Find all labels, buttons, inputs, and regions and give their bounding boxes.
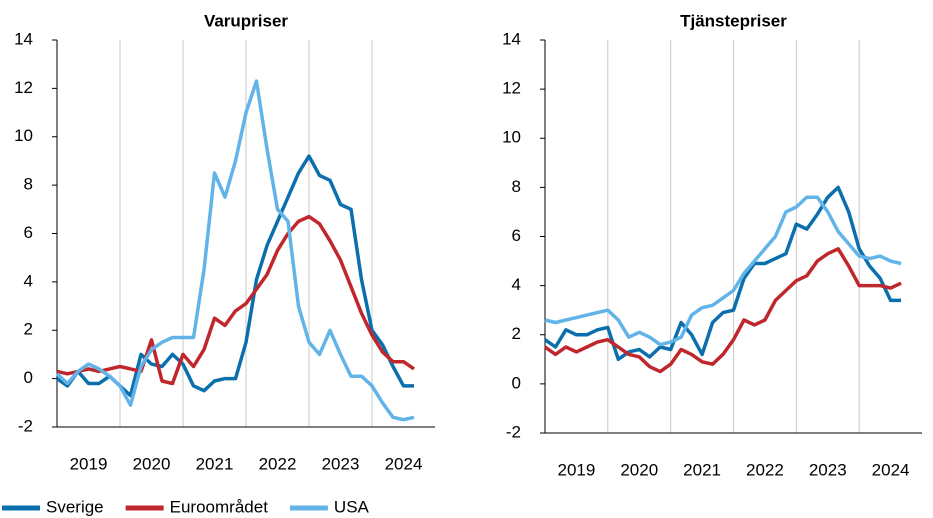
- series-line: [544, 185, 902, 362]
- series-line: [544, 195, 902, 347]
- x-tick-label: 2021: [196, 454, 234, 473]
- legend-label: Sverige: [46, 497, 104, 516]
- x-tick-label: 2024: [385, 454, 423, 473]
- y-tick-label: 14: [14, 29, 33, 48]
- y-tick-label: 2: [512, 324, 521, 343]
- y-tick-label: 8: [24, 175, 33, 194]
- x-tick-label: 2020: [133, 454, 171, 473]
- y-tick-label: 6: [512, 226, 521, 245]
- x-tick-label: 2023: [809, 460, 847, 479]
- y-tick-label: 4: [512, 275, 521, 294]
- x-tick-label: 2023: [322, 454, 360, 473]
- y-tick-label: 0: [24, 368, 33, 387]
- series-line: [56, 154, 414, 398]
- x-tick-label: 2024: [872, 460, 910, 479]
- y-tick-label: 0: [512, 373, 521, 392]
- y-tick-label: 12: [14, 78, 33, 97]
- y-tick-label: 6: [24, 223, 33, 242]
- y-tick-label: 14: [502, 29, 521, 48]
- x-tick-label: 2022: [259, 454, 297, 473]
- chart-title: Varupriser: [204, 11, 288, 30]
- y-tick-label: 2: [24, 320, 33, 339]
- x-tick-label: 2019: [558, 460, 596, 479]
- x-tick-label: 2022: [746, 460, 784, 479]
- series-line: [56, 214, 415, 386]
- y-tick-label: 8: [512, 177, 521, 196]
- y-tick-label: -2: [506, 422, 521, 441]
- x-tick-label: 2021: [683, 460, 721, 479]
- y-tick-label: 10: [502, 128, 521, 147]
- y-tick-label: -2: [18, 416, 33, 435]
- series-line: [543, 247, 902, 374]
- x-tick-label: 2020: [620, 460, 658, 479]
- series-line: [55, 79, 415, 422]
- y-tick-label: 10: [14, 126, 33, 145]
- chart-title: Tjänstepriser: [680, 11, 787, 30]
- x-tick-label: 2019: [70, 454, 108, 473]
- y-tick-label: 12: [502, 79, 521, 98]
- legend-label: USA: [334, 497, 370, 516]
- legend-label: Euroområdet: [170, 497, 269, 516]
- y-tick-label: 4: [24, 271, 33, 290]
